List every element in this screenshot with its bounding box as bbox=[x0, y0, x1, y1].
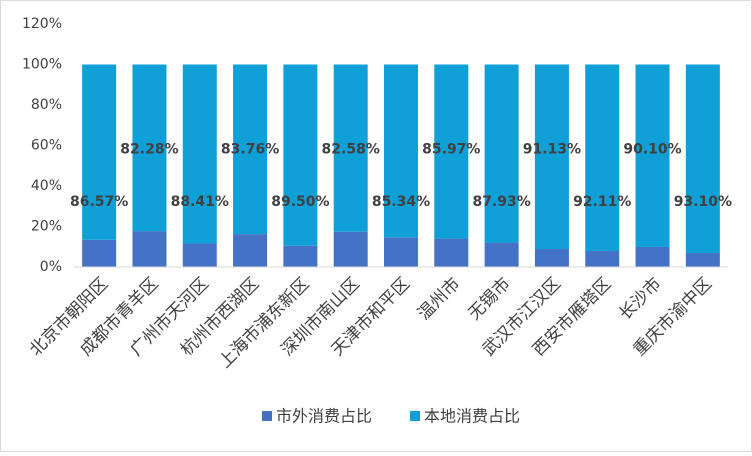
legend-label: 本地消费占比 bbox=[424, 407, 520, 426]
data-label: 92.11% bbox=[573, 194, 631, 210]
data-label: 87.93% bbox=[472, 194, 530, 210]
bar-segment bbox=[635, 64, 670, 247]
data-label: 85.97% bbox=[422, 142, 480, 158]
bar-segment bbox=[82, 64, 117, 240]
data-label: 82.28% bbox=[120, 142, 178, 158]
bar-segment bbox=[484, 64, 519, 243]
data-label: 88.41% bbox=[171, 194, 229, 210]
data-label: 83.76% bbox=[221, 142, 279, 158]
y-tick-label: 60% bbox=[31, 138, 62, 154]
bar-segment bbox=[534, 249, 569, 267]
bar-segment bbox=[283, 64, 318, 246]
bar-segment bbox=[685, 253, 720, 267]
bar-segment bbox=[534, 64, 569, 250]
data-label: 89.50% bbox=[271, 194, 329, 210]
bar-segment bbox=[384, 64, 418, 238]
data-label: 86.57% bbox=[70, 194, 128, 210]
bar-segment bbox=[484, 242, 519, 267]
bar-segment bbox=[233, 234, 268, 267]
data-label: 85.34% bbox=[372, 194, 430, 210]
data-label: 82.58% bbox=[322, 142, 380, 158]
bar-segment bbox=[685, 64, 720, 254]
y-tick-label: 40% bbox=[31, 178, 62, 194]
y-tick-label: 100% bbox=[22, 57, 62, 73]
bar-segment bbox=[585, 64, 620, 252]
bar-segment bbox=[182, 243, 217, 267]
bar-segment bbox=[233, 64, 268, 235]
bar-segment bbox=[132, 231, 167, 267]
legend-label: 市外消费占比 bbox=[276, 407, 372, 426]
bar-segment bbox=[333, 231, 368, 267]
legend-swatch bbox=[410, 411, 421, 421]
y-tick-label: 20% bbox=[31, 219, 62, 235]
bar-segment bbox=[82, 239, 117, 267]
bar-segment bbox=[434, 64, 469, 239]
y-tick-label: 120% bbox=[22, 16, 62, 32]
legend-swatch bbox=[262, 411, 272, 421]
bar-segment bbox=[585, 251, 620, 267]
bar-segment bbox=[132, 64, 167, 232]
y-tick-label: 0% bbox=[40, 259, 62, 275]
bar-segment bbox=[434, 238, 469, 267]
data-label: 91.13% bbox=[523, 142, 581, 158]
bar-segment bbox=[182, 64, 217, 244]
data-label: 90.10% bbox=[623, 142, 681, 158]
bar-segment bbox=[283, 245, 318, 267]
bar-segment bbox=[333, 64, 368, 232]
y-tick-label: 80% bbox=[31, 97, 62, 113]
data-label: 93.10% bbox=[674, 194, 732, 210]
bar-segment bbox=[635, 246, 670, 267]
bar-segment bbox=[384, 237, 418, 267]
